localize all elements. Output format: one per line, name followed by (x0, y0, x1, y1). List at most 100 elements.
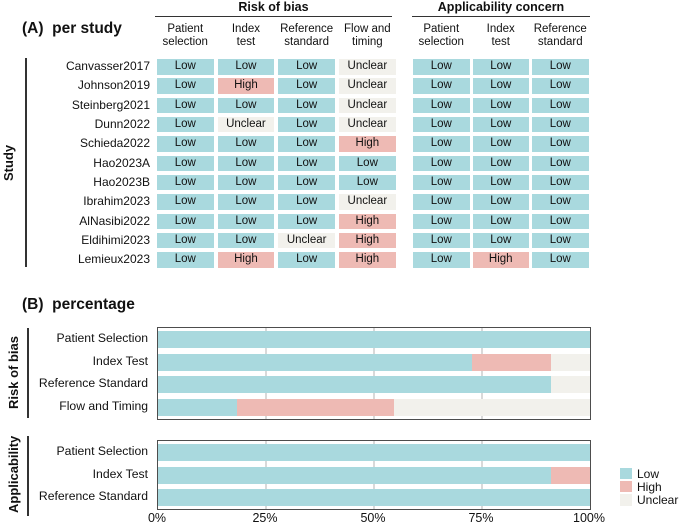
bar-segment-unclear (393, 399, 590, 417)
assessment-cell: Low (413, 252, 470, 268)
rob-column-header: Patient selection (162, 23, 208, 48)
assessment-cell: Low (157, 155, 214, 172)
assessment-cell: Low (532, 97, 589, 114)
bar-segment-low (158, 353, 473, 371)
bar-segment-high (472, 353, 551, 371)
assessment-cell: High (339, 232, 396, 249)
bar-category-label: Patient Selection (56, 443, 148, 458)
assessment-cell: Low (413, 116, 470, 133)
assessment-cell: Low (532, 174, 589, 191)
assessment-cell: Low (278, 78, 335, 94)
assessment-cell: Low (217, 174, 275, 191)
assessment-cell: Low (532, 136, 589, 152)
assessment-cell: Low (217, 194, 275, 210)
risk-of-bias-group-header: Risk of bias (155, 0, 392, 17)
assessment-cell: Low (157, 213, 214, 230)
x-tick-label: 0% (147, 511, 167, 525)
assessment-cell: Low (157, 59, 214, 75)
assessment-cell: High (472, 252, 529, 268)
stacked-bar (158, 376, 590, 394)
assessment-cell: Low (217, 59, 275, 75)
assessment-cell: Low (413, 78, 470, 94)
study-label: Eldihimi2023 (81, 232, 150, 247)
assessment-cell: Low (413, 97, 470, 114)
gridline (373, 328, 375, 419)
assessment-cell: Low (278, 116, 335, 133)
rob-column-header: Index test (231, 23, 260, 48)
bar-category-label: Patient Selection (56, 330, 148, 345)
assessment-cell: Low (413, 174, 470, 191)
bar-segment-low (158, 399, 237, 417)
assessment-cell: Low (472, 213, 529, 230)
app-column-header: Patient selection (418, 23, 464, 48)
applicability-group-header: Applicability concern (412, 0, 590, 17)
assessment-cell: High (339, 213, 396, 230)
assessment-cell: Unclear (339, 194, 396, 210)
assessment-cell: Low (157, 252, 214, 268)
study-label: Johnson2019 (77, 78, 150, 93)
assessment-cell: Low (278, 97, 335, 114)
legend-swatch-low (620, 467, 632, 479)
bar-segment-low (158, 376, 551, 394)
legend-label: Unclear (637, 493, 679, 508)
assessment-cell: Low (217, 97, 275, 114)
stacked-bar (158, 353, 590, 371)
study-label: Ibrahim2023 (83, 194, 150, 209)
bar-segment-high (236, 399, 394, 417)
assessment-cell: Low (278, 252, 335, 268)
assessment-cell: Low (157, 174, 214, 191)
x-tick-label: 25% (252, 511, 278, 525)
rob-column-header: Flow and timing (344, 23, 391, 48)
assessment-cell: Low (278, 213, 335, 230)
study-label: Dunn2022 (94, 116, 150, 131)
stacked-bar (158, 399, 590, 417)
assessment-cell: Low (157, 194, 214, 210)
bar-segment-unclear (550, 353, 590, 371)
gridline (481, 328, 483, 419)
stacked-bar-plot (157, 440, 591, 510)
assessment-cell: Low (413, 213, 470, 230)
assessment-cell: Low (472, 194, 529, 210)
study-label: Hao2023A (93, 155, 150, 170)
assessment-cell: Low (532, 155, 589, 172)
assessment-cell: Unclear (339, 116, 396, 133)
assessment-cell: Low (339, 155, 396, 172)
assessment-cell: Low (157, 232, 214, 249)
study-label: Schieda2022 (79, 136, 150, 151)
stacked-bar (158, 489, 590, 507)
assessment-cell: Low (472, 155, 529, 172)
panel-b-title: (B) percentage (22, 296, 135, 313)
assessment-cell: Low (217, 213, 275, 230)
assessment-cell: Unclear (339, 97, 396, 114)
assessment-cell: Low (413, 136, 470, 152)
assessment-cell: Unclear (217, 116, 275, 133)
assessment-cell: Low (278, 59, 335, 75)
assessment-cell: High (339, 252, 396, 268)
rob-column-header: Reference standard (280, 23, 334, 48)
assessment-cell: Low (532, 213, 589, 230)
assessment-cell: Low (413, 194, 470, 210)
bar-segment-low (158, 466, 551, 484)
assessment-cell: Low (472, 97, 529, 114)
assessment-cell: Low (278, 174, 335, 191)
risk-of-bias-bracket-line (27, 328, 29, 418)
assessment-cell: Low (532, 116, 589, 133)
bar-segment-high (550, 466, 590, 484)
bar-category-label: Reference Standard (38, 376, 148, 391)
assessment-cell: Low (472, 232, 529, 249)
bar-segment-low (158, 443, 590, 461)
stacked-bar (158, 330, 590, 348)
assessment-cell: Low (472, 78, 529, 94)
assessment-cell: Low (157, 97, 214, 114)
study-label: Steinberg2021 (71, 97, 150, 112)
panel-a-title: (A) per study (22, 20, 122, 37)
legend-label: Low (637, 466, 660, 481)
bar-category-label: Flow and Timing (59, 399, 148, 414)
assessment-cell: Low (278, 155, 335, 172)
assessment-cell: Low (217, 232, 275, 249)
assessment-cell: Low (217, 155, 275, 172)
bar-segment-unclear (550, 376, 590, 394)
study-label: Canvasser2017 (65, 59, 150, 73)
app-column-header: Index test (486, 23, 515, 48)
